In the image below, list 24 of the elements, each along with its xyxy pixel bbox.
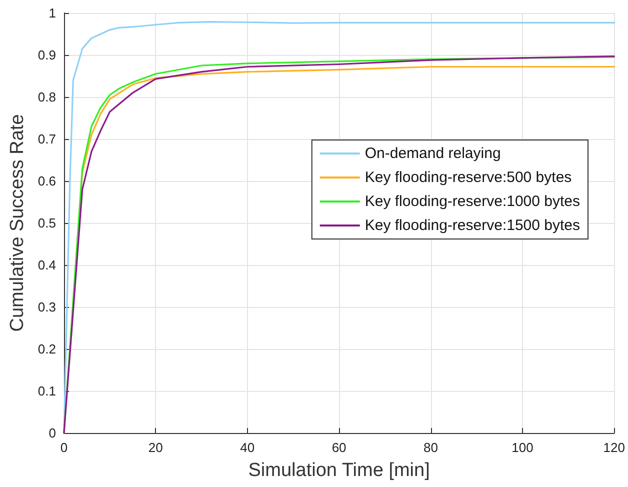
x-tick-label: 120 <box>603 440 626 455</box>
y-tick-label: 1 <box>48 6 56 20</box>
x-tick-label: 80 <box>424 440 438 455</box>
legend-label: On-demand relaying <box>364 145 501 162</box>
y-axis-title: Cumulative Success Rate <box>7 114 28 332</box>
x-axis-title: Simulation Time [min] <box>248 460 430 481</box>
x-tick-label: 0 <box>60 440 68 455</box>
x-tick-label: 40 <box>240 440 255 455</box>
x-tick-label: 20 <box>148 440 163 455</box>
y-tick-label: 0 <box>48 426 56 440</box>
y-tick-label: 0.1 <box>38 384 56 398</box>
y-tick-label: 0.6 <box>38 174 56 188</box>
y-tick-label: 0.2 <box>38 342 56 356</box>
y-tick-label: 0.7 <box>38 132 56 146</box>
legend-label: Key flooding-reserve:1000 bytes <box>364 193 580 210</box>
y-tick-label: 0.4 <box>38 258 56 272</box>
x-tick-label: 60 <box>332 440 346 455</box>
y-tick-label: 0.3 <box>38 300 56 314</box>
legend-label: Key flooding-reserve:1500 bytes <box>364 217 580 234</box>
x-tick-label: 100 <box>512 440 534 455</box>
legend-label: Key flooding-reserve:500 bytes <box>364 169 572 186</box>
y-tick-label: 0.9 <box>38 48 56 62</box>
y-tick-label: 0.8 <box>38 90 56 104</box>
y-tick-label: 0.5 <box>38 216 56 230</box>
